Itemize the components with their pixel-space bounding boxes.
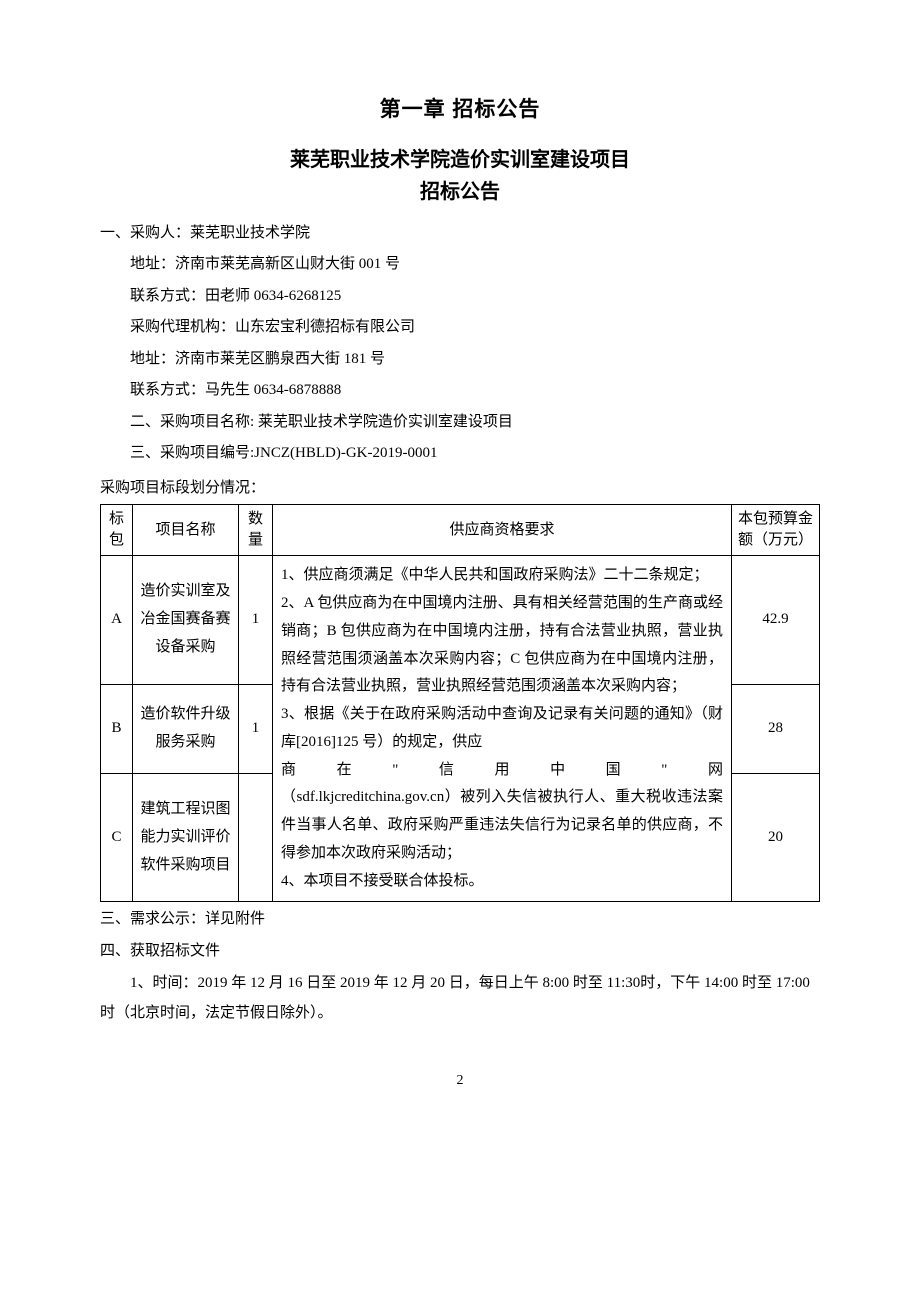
agency-address: 地址：济南市莱芜区鹏泉西大街 181 号 bbox=[130, 344, 820, 376]
section-4-heading: 四、获取招标文件 bbox=[100, 936, 820, 966]
cell-pkg-c: C bbox=[101, 774, 133, 902]
page-number: 2 bbox=[100, 1068, 820, 1095]
chapter-title: 第一章 招标公告 bbox=[100, 90, 820, 130]
cell-pkg-a: A bbox=[101, 556, 133, 684]
packages-table: 标包 项目名称 数量 供应商资格要求 本包预算金额（万元） A 造价实训室及冶金… bbox=[100, 504, 820, 902]
table-row: A 造价实训室及冶金国赛备赛设备采购 1 1、供应商须满足《中华人民共和国政府采… bbox=[101, 556, 820, 684]
col-header-name: 项目名称 bbox=[133, 505, 239, 556]
purchaser-contact: 联系方式：田老师 0634-6268125 bbox=[130, 281, 820, 313]
agency-line: 采购代理机构：山东宏宝利德招标有限公司 bbox=[130, 312, 820, 344]
cell-name-b: 造价软件升级服务采购 bbox=[133, 684, 239, 774]
agency-contact: 联系方式：马先生 0634-6878888 bbox=[130, 375, 820, 407]
cell-qty-b: 1 bbox=[239, 684, 273, 774]
doc-title-line1: 莱芜职业技术学院造价实训室建设项目 bbox=[290, 149, 630, 171]
cell-qty-c bbox=[239, 774, 273, 902]
project-number-line: 三、采购项目编号:JNCZ(HBLD)-GK-2019-0001 bbox=[130, 438, 820, 470]
doc-title-line2: 招标公告 bbox=[420, 181, 500, 203]
project-name-line: 二、采购项目名称: 莱芜职业技术学院造价实训室建设项目 bbox=[130, 407, 820, 439]
table-header-row: 标包 项目名称 数量 供应商资格要求 本包预算金额（万元） bbox=[101, 505, 820, 556]
col-header-requirements: 供应商资格要求 bbox=[273, 505, 732, 556]
cell-budget-c: 20 bbox=[732, 774, 820, 902]
col-header-package: 标包 bbox=[101, 505, 133, 556]
cell-budget-a: 42.9 bbox=[732, 556, 820, 684]
section-4-body: 1、时间：2019 年 12 月 16 日至 2019 年 12 月 20 日，… bbox=[100, 968, 820, 1028]
purchaser-line: 一、采购人：莱芜职业技术学院 bbox=[100, 218, 820, 250]
cell-name-c: 建筑工程识图能力实训评价软件采购项目 bbox=[133, 774, 239, 902]
cell-qty-a: 1 bbox=[239, 556, 273, 684]
col-header-budget: 本包预算金额（万元） bbox=[732, 505, 820, 556]
purchaser-address: 地址：济南市莱芜高新区山财大街 001 号 bbox=[130, 249, 820, 281]
cell-pkg-b: B bbox=[101, 684, 133, 774]
table-caption: 采购项目标段划分情况： bbox=[100, 474, 820, 503]
col-header-qty: 数量 bbox=[239, 505, 273, 556]
cell-name-a: 造价实训室及冶金国赛备赛设备采购 bbox=[133, 556, 239, 684]
document-title: 莱芜职业技术学院造价实训室建设项目 招标公告 bbox=[100, 144, 820, 208]
cell-budget-b: 28 bbox=[732, 684, 820, 774]
cell-requirements: 1、供应商须满足《中华人民共和国政府采购法》二十二条规定；2、A 包供应商为在中… bbox=[273, 556, 732, 902]
section-3: 三、需求公示：详见附件 bbox=[100, 904, 820, 934]
